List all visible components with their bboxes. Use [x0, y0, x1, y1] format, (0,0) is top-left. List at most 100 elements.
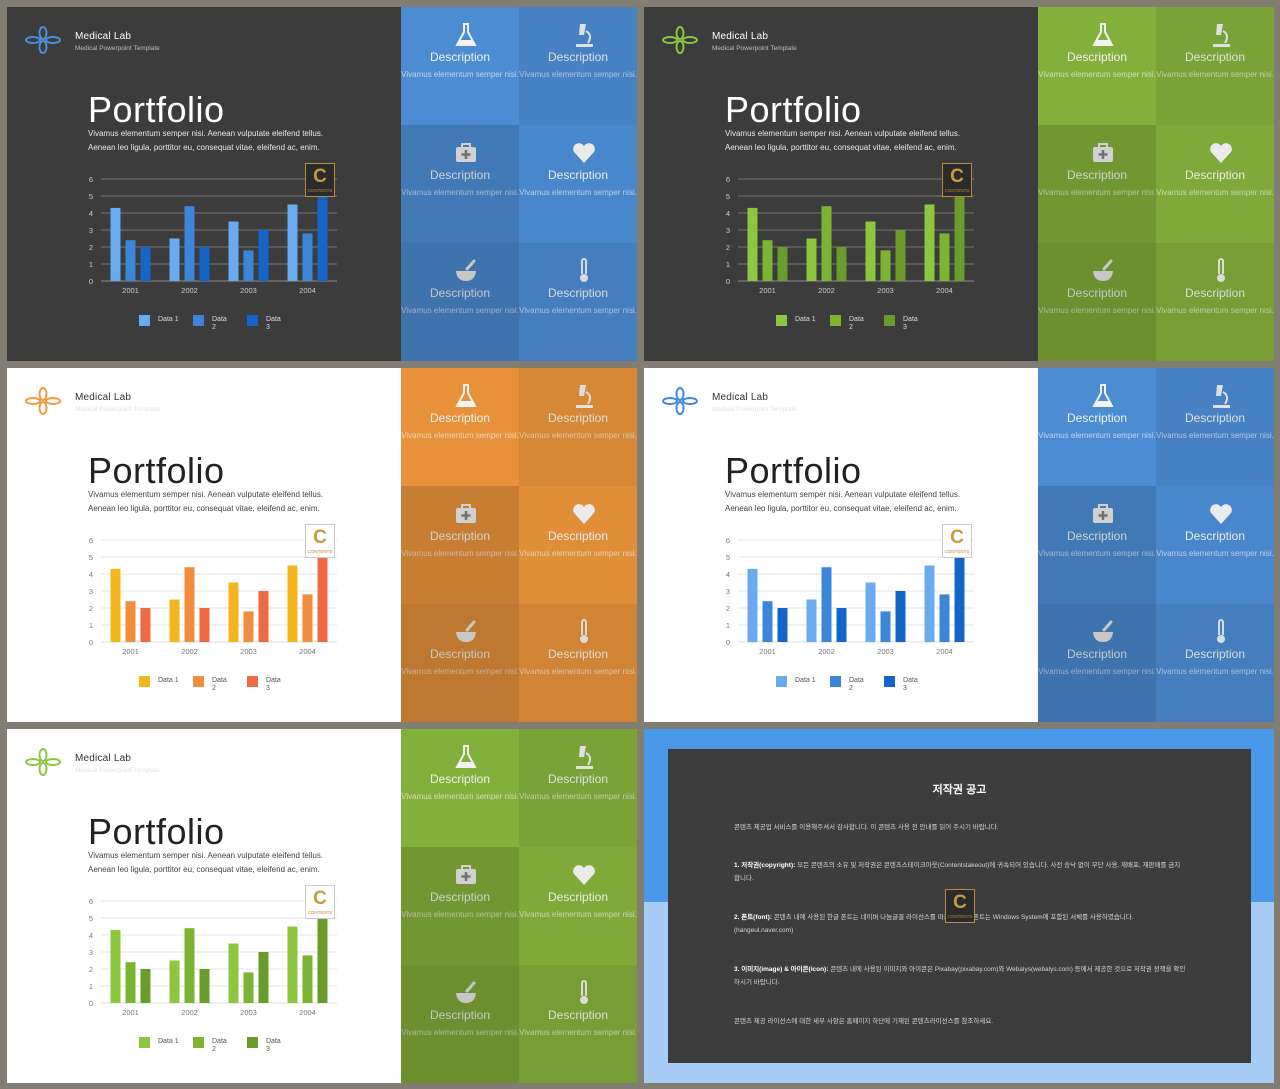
tile-heading: Description [547, 647, 609, 661]
bar [287, 926, 298, 1003]
description-tile[interactable]: Description Vivamus elementum semper nisi… [1156, 243, 1274, 361]
legend-label-line: 2 [212, 685, 216, 692]
legend-swatch [247, 1037, 258, 1048]
description-tile[interactable]: Description Vivamus elementum semper nisi… [401, 604, 519, 722]
copyright-title: 저작권 공고 [932, 784, 987, 796]
x-tick-label: 2001 [122, 647, 139, 656]
logo-icon [662, 26, 698, 54]
description-tile[interactable]: Description Vivamus elementum semper nisi… [1038, 7, 1156, 125]
copyright-footer: 콘텐츠 제공 라이선스에 대한 세부 사항은 홈페이지 하단에 기재된 콘텐츠라… [734, 1018, 994, 1025]
bar [287, 204, 298, 281]
tile-heading: Description [1066, 529, 1128, 543]
description-tile[interactable]: Description Vivamus elementum semper nisi… [519, 243, 637, 361]
tile-heading: Description [429, 529, 491, 543]
description-tile[interactable]: Description Vivamus elementum semper nisi… [1156, 125, 1274, 243]
slide-3[interactable]: Medical Lab Medical Powerpoint Template Po… [7, 368, 637, 722]
mortar-pestle-icon [1093, 620, 1113, 642]
bar [169, 960, 180, 1003]
tile-text: Vivamus elementum semper nisi. [1038, 188, 1156, 197]
bar-chart: 0 1 2 3 4 5 6 2001 2002 2003 2004 [89, 897, 337, 1017]
tile-text: Vivamus elementum semper nisi. [1038, 70, 1156, 79]
bar [258, 591, 269, 642]
description-tile[interactable]: Description Vivamus elementum semper nisi… [401, 965, 519, 1083]
description-tile[interactable]: Description Vivamus elementum semper nisi… [519, 847, 637, 965]
x-tick-label: 2003 [240, 647, 257, 656]
badge-text: CONTENTS [944, 549, 970, 554]
description-tile[interactable]: Description Vivamus elementum semper nisi… [519, 486, 637, 604]
brand-name: Medical Lab [75, 31, 132, 42]
tile-heading: Description [547, 286, 609, 300]
y-tick-label: 1 [89, 260, 93, 269]
description-tile[interactable]: Description Vivamus elementum semper nisi… [1038, 368, 1156, 486]
logo-icon [25, 748, 61, 776]
description-tile-grid: Description Vivamus elementum semper nisi… [401, 7, 637, 361]
x-tick-label: 2004 [299, 647, 316, 656]
bar [747, 207, 758, 281]
description-tile[interactable]: Description Vivamus elementum semper nisi… [401, 486, 519, 604]
description-tile[interactable]: Description Vivamus elementum semper nisi… [519, 125, 637, 243]
slide-4[interactable]: Medical Lab Medical Powerpoint Template Po… [644, 368, 1274, 722]
contents-badge: C CONTENTS [305, 524, 335, 558]
legend-label: Data 3 [266, 316, 288, 332]
description-tile[interactable]: Description Vivamus elementum semper nisi… [1038, 243, 1156, 361]
description-tile[interactable]: Description Vivamus elementum semper nisi… [519, 965, 637, 1083]
legend-swatch [139, 315, 150, 326]
slide-2[interactable]: Medical Lab Medical Powerpoint Template Po… [644, 7, 1274, 361]
description-tile[interactable]: Description Vivamus elementum semper nisi… [1038, 486, 1156, 604]
y-tick-label: 4 [726, 570, 730, 579]
bar [243, 250, 254, 281]
badge-letter: C [313, 527, 327, 548]
tile-text: Vivamus elementum semper nisi. [1156, 667, 1274, 676]
description-tile[interactable]: Description Vivamus elementum semper nisi… [401, 7, 519, 125]
tile-heading: Description [547, 168, 609, 182]
tile-text: Vivamus elementum semper nisi. [401, 792, 519, 801]
description-tile[interactable]: Description Vivamus elementum semper nisi… [401, 847, 519, 965]
bar-chart: 0 1 2 3 4 5 6 2001 2002 2003 2004 [726, 175, 974, 295]
slide-1[interactable]: Medical Lab Medical Powerpoint Template Po… [7, 7, 637, 361]
legend-label-line: Data [266, 316, 281, 323]
slide-5[interactable]: Medical Lab Medical Powerpoint Template Po… [7, 729, 637, 1083]
description-tile[interactable]: Description Vivamus elementum semper nisi… [519, 368, 637, 486]
mortar-pestle-icon [456, 620, 476, 642]
x-tick-label: 2002 [181, 647, 198, 656]
description-tile[interactable]: Description Vivamus elementum semper nisi… [401, 125, 519, 243]
legend-label: Data 3 [903, 316, 925, 332]
portfolio-title: Portfolio [725, 89, 862, 130]
tile-text: Vivamus elementum semper nisi. [519, 306, 637, 315]
y-tick-label: 6 [89, 175, 93, 184]
y-tick-label: 5 [726, 553, 730, 562]
description-tile[interactable]: Description Vivamus elementum semper nisi… [1038, 125, 1156, 243]
chart-legend: Data 1 Data 2 Data 3 [139, 1036, 319, 1058]
bar [865, 221, 876, 281]
tile-text: Vivamus elementum semper nisi. [1038, 306, 1156, 315]
slide-copyright[interactable]: 저작권 공고 콘텐츠 제공업 서비스를 이용해주셔서 감사합니다. 이 콘텐츠 … [644, 729, 1274, 1083]
description-tile[interactable]: Description Vivamus elementum semper nisi… [401, 243, 519, 361]
description-tile[interactable]: Description Vivamus elementum semper nisi… [1038, 604, 1156, 722]
legend-label-line: 3 [903, 685, 907, 692]
tile-text: Vivamus elementum semper nisi. [519, 549, 637, 558]
y-tick-label: 4 [89, 209, 93, 218]
description-tile[interactable]: Description Vivamus elementum semper nisi… [1156, 486, 1274, 604]
description-tile[interactable]: Description Vivamus elementum semper nisi… [401, 729, 519, 847]
y-tick-label: 5 [89, 192, 93, 201]
description-tile[interactable]: Description Vivamus elementum semper nisi… [1156, 7, 1274, 125]
description-tile[interactable]: Description Vivamus elementum semper nisi… [401, 368, 519, 486]
tile-text: Vivamus elementum semper nisi. [1156, 431, 1274, 440]
legend-swatch [193, 315, 204, 326]
logo-icon [662, 387, 698, 415]
bar [199, 247, 210, 281]
description-tile[interactable]: Description Vivamus elementum semper nisi… [1156, 604, 1274, 722]
description-tile[interactable]: Description Vivamus elementum semper nisi… [1156, 368, 1274, 486]
bar [880, 250, 891, 281]
legend-label-line: Data 1 [158, 1038, 179, 1045]
tile-text: Vivamus elementum semper nisi. [401, 549, 519, 558]
description-tile[interactable]: Description Vivamus elementum semper nisi… [519, 729, 637, 847]
description-tile[interactable]: Description Vivamus elementum semper nisi… [519, 7, 637, 125]
description-tile[interactable]: Description Vivamus elementum semper nisi… [519, 604, 637, 722]
bar [821, 567, 832, 642]
y-tick-label: 2 [89, 965, 93, 974]
copyright-section-1: 1. 저작권(copyright): 모든 콘텐츠의 소유 및 저작권은 콘텐츠… [734, 859, 1186, 885]
bar [302, 233, 313, 281]
bar [184, 928, 195, 1003]
tile-heading: Description [547, 411, 609, 425]
